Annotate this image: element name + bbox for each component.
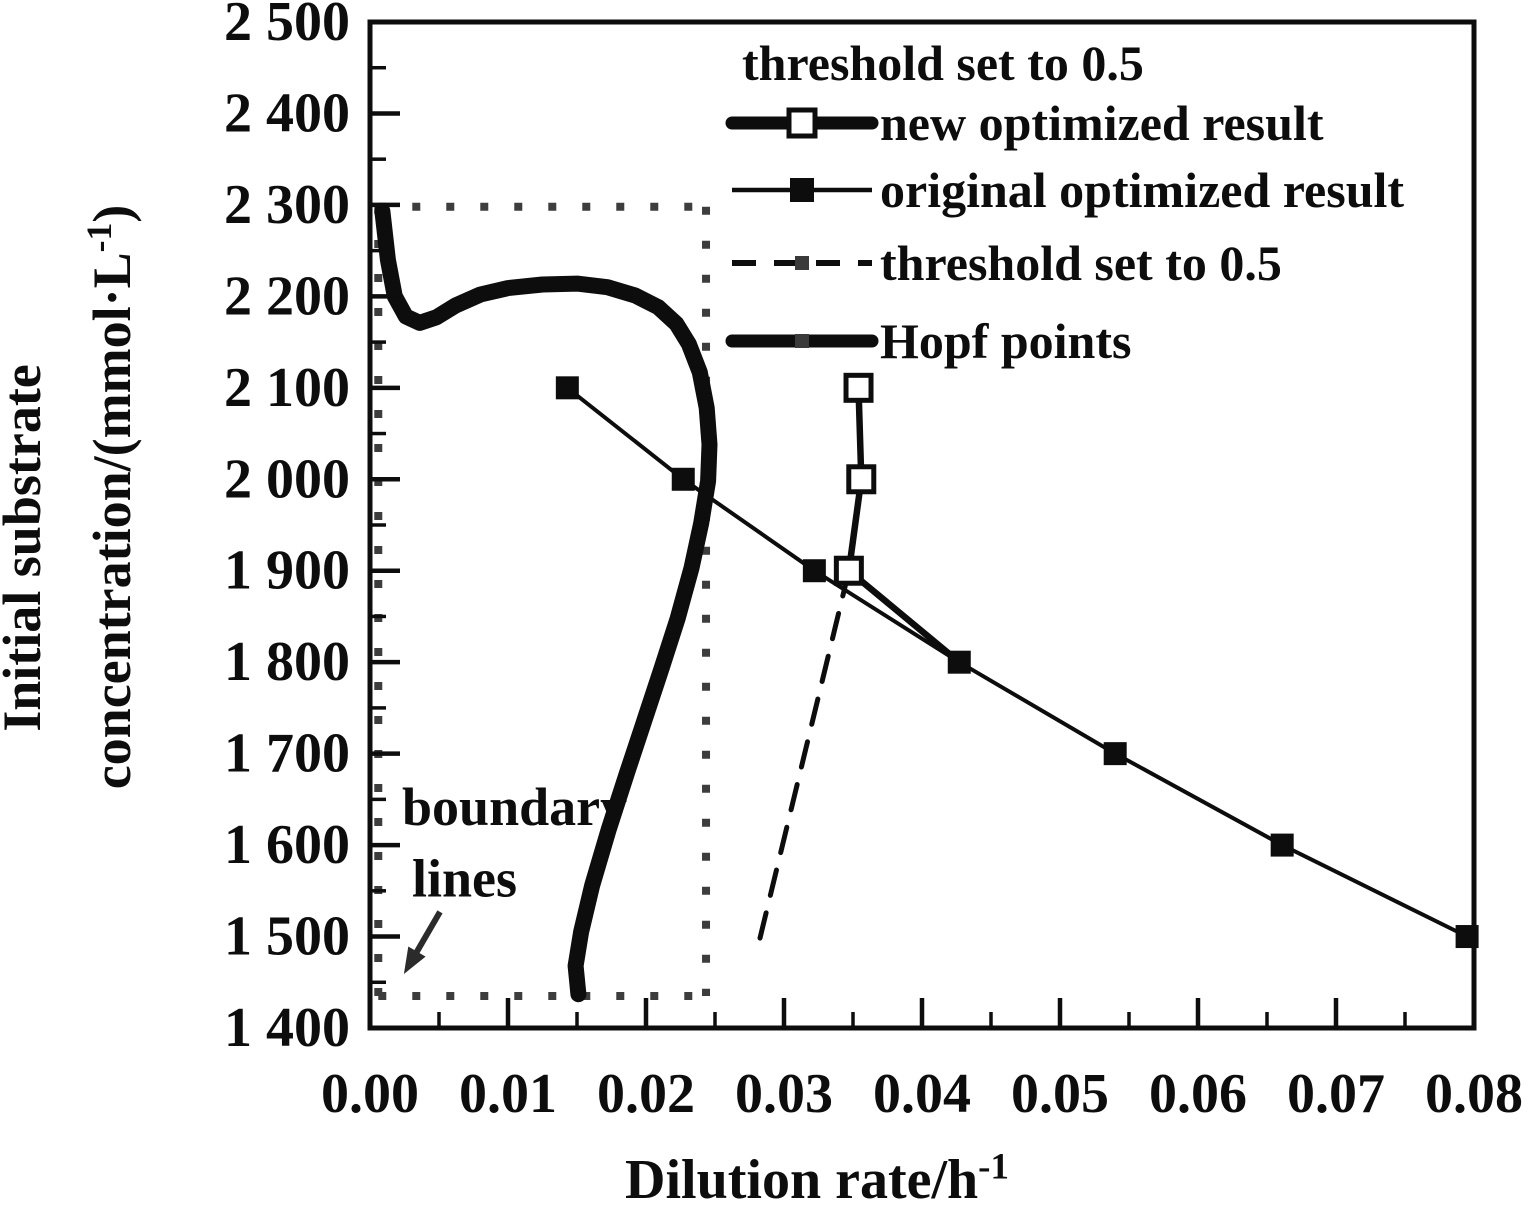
y-tick-label-text: 2 400 xyxy=(224,82,350,144)
legend-marker-filled-square xyxy=(790,178,814,202)
legend-marker-small-square xyxy=(795,334,809,348)
x-tick-label-text: 0.08 xyxy=(1425,1063,1523,1125)
y-axis-title-line2-text: ) xyxy=(82,205,142,223)
y-tick-label: 1 900 xyxy=(224,540,350,602)
series-hopf-line xyxy=(374,203,718,1003)
data-point-marker-filled xyxy=(1270,833,1294,857)
y-axis-title-line2-text: concentration/(mmol·L xyxy=(82,252,142,789)
boundary-lines-label-text: boundary xyxy=(402,777,627,837)
y-tick-label-text: 2 300 xyxy=(224,174,350,236)
legend-entry-3: threshold set to 0.5 xyxy=(732,235,1282,291)
y-tick-label: 2 300 xyxy=(224,174,350,236)
boundary-lines-label: lines xyxy=(412,848,517,908)
x-tick-label: 0.05 xyxy=(1011,1063,1109,1125)
y-axis-title-line1-text: Initial substrate xyxy=(0,364,52,732)
legend-entry-4: Hopf points xyxy=(725,313,1131,369)
y-tick-label-text: 1 800 xyxy=(224,631,350,693)
x-tick-label: 0.08 xyxy=(1425,1063,1523,1125)
x-tick-label-text: 0.06 xyxy=(1149,1063,1247,1125)
x-tick-label: 0.04 xyxy=(873,1063,971,1125)
x-tick-label-text: 0.03 xyxy=(735,1063,833,1125)
legend-entry-label: threshold set to 0.5 xyxy=(880,235,1282,291)
y-tick-label-text: 2 500 xyxy=(224,0,350,53)
boundary-arrow-head xyxy=(403,946,426,974)
data-point-marker-filled xyxy=(802,559,826,583)
x-tick-label-text: 0.04 xyxy=(873,1063,971,1125)
legend-entry-label: new optimized result xyxy=(880,95,1324,151)
y-tick-label: 2 100 xyxy=(224,357,350,419)
data-point-marker-open xyxy=(843,372,874,403)
data-point-marker-filled xyxy=(1103,742,1127,766)
legend-marker-small-square xyxy=(795,256,809,270)
y-axis-title-line1: Initial substrate xyxy=(0,364,52,732)
x-tick-label: 0.03 xyxy=(735,1063,833,1125)
legend-entry-label-text: original optimized result xyxy=(880,162,1404,218)
y-tick-label: 1 800 xyxy=(224,631,350,693)
y-tick-label-text: 1 500 xyxy=(224,906,350,968)
y-tick-label-text: 1 400 xyxy=(224,997,350,1059)
x-axis-title: Dilution rate/h-1 xyxy=(625,1145,1009,1211)
y-tick-label-text: 2 200 xyxy=(224,265,350,327)
x-tick-label-text: 0.00 xyxy=(321,1063,419,1125)
x-tick-label: 0.07 xyxy=(1287,1063,1385,1125)
y-tick-label: 1 700 xyxy=(224,723,350,785)
legend-title-text: threshold set to 0.5 xyxy=(742,35,1144,91)
y-tick-label: 2 400 xyxy=(224,82,350,144)
legend-entry-1: new optimized result xyxy=(725,95,1324,151)
y-tick-label-text: 1 900 xyxy=(224,540,350,602)
y-tick-label-text: 2 000 xyxy=(224,448,350,510)
boundary-lines-label-text: lines xyxy=(412,848,517,908)
legend-entry-label-text: Hopf points xyxy=(880,313,1131,369)
boundary-lines-label: boundary xyxy=(402,777,627,837)
x-tick-label: 0.00 xyxy=(321,1063,419,1125)
series-threshold xyxy=(753,568,852,956)
y-tick-label: 2 000 xyxy=(224,448,350,510)
legend-entry-label: original optimized result xyxy=(880,162,1404,218)
x-tick-label-text: 0.05 xyxy=(1011,1063,1109,1125)
annotation-boundary-lines: boundary lines xyxy=(402,777,627,974)
legend-entry-label: Hopf points xyxy=(880,313,1131,369)
y-tick-label: 2 200 xyxy=(224,265,350,327)
x-tick-label: 0.01 xyxy=(459,1063,557,1125)
y-tick-label-text: 1 600 xyxy=(224,814,350,876)
series-new-line xyxy=(845,384,963,666)
y-tick-label: 1 500 xyxy=(224,906,350,968)
x-tick-label-text: 0.01 xyxy=(459,1063,557,1125)
data-point-marker-filled xyxy=(671,467,695,491)
legend-entry-2: original optimized result xyxy=(732,162,1404,218)
legend-entry-label-text: threshold set to 0.5 xyxy=(880,235,1282,291)
x-tick-label-text: 0.07 xyxy=(1287,1063,1385,1125)
x-tick-label: 0.02 xyxy=(597,1063,695,1125)
x-axis-title-text: Dilution rate/h xyxy=(625,1149,978,1211)
x-tick-label: 0.06 xyxy=(1149,1063,1247,1125)
legend-entry-label-text: new optimized result xyxy=(880,95,1324,151)
y-axis: 2 500 2 400 2 300 2 200 2 100 2 000 1 900 1 800… xyxy=(0,0,400,1059)
y-tick-label-text: 2 100 xyxy=(224,357,350,419)
series-new xyxy=(833,372,963,666)
y-tick-label-text: 1 700 xyxy=(224,723,350,785)
x-axis: 0.00 0.01 0.02 0.03 0.04 0.05 0.06 0.07 0.08 Dilu… xyxy=(321,998,1523,1211)
x-axis-title-text: -1 xyxy=(978,1145,1009,1186)
data-point-marker-filled xyxy=(555,376,579,400)
x-tick-label-text: 0.02 xyxy=(597,1063,695,1125)
y-axis-title-line2-text: -1 xyxy=(79,223,119,253)
series-threshold-line xyxy=(753,568,852,956)
boundary-box xyxy=(374,202,711,1000)
data-point-marker-open xyxy=(846,464,877,495)
data-point-marker-open xyxy=(833,555,864,586)
y-tick-label: 1 600 xyxy=(224,814,350,876)
y-tick-label: 1 400 xyxy=(224,997,350,1059)
y-tick-label: 2 500 xyxy=(224,0,350,53)
series-hopf xyxy=(374,203,718,1003)
legend-title: threshold set to 0.5 xyxy=(742,35,1144,91)
legend-marker-open-square xyxy=(786,107,818,139)
y-axis-title-line2: concentration/(mmol·L-1) xyxy=(79,205,142,790)
